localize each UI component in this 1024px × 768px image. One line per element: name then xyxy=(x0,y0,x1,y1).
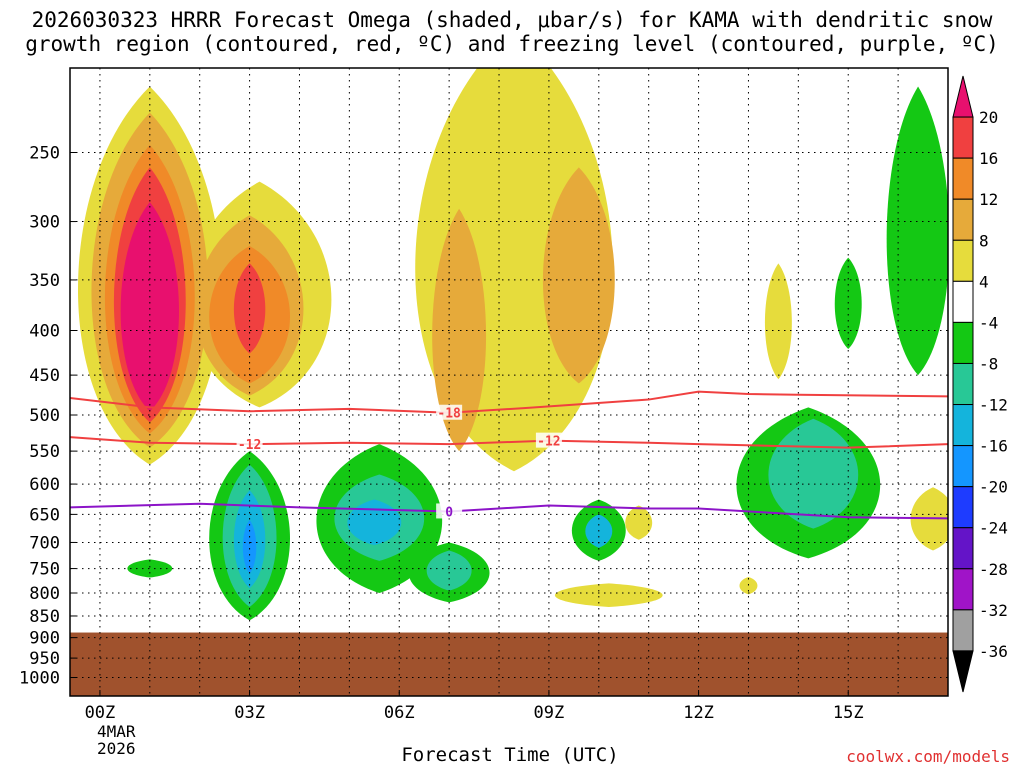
x-axis-label: Forecast Time (UTC) xyxy=(401,744,619,766)
contour-freezing-level xyxy=(70,502,948,520)
contour-dendritic-bottom xyxy=(70,436,948,449)
y-tick-label-750: 750 xyxy=(29,560,60,580)
x-tick-label-00Z: 00Z xyxy=(85,703,116,723)
omega-region-blue-a xyxy=(242,520,257,574)
colorbar-label--32: -32 xyxy=(979,601,1008,620)
credit-link[interactable]: coolwx.com/models xyxy=(846,747,1010,766)
omega-region-teal-c xyxy=(426,550,472,591)
omega-region-magenta-left xyxy=(120,202,180,412)
y-tick-label-400: 400 xyxy=(29,322,60,342)
colorbar-label--8: -8 xyxy=(979,354,998,373)
colorbar-label--24: -24 xyxy=(979,519,1008,538)
x-tick-label-06Z: 06Z xyxy=(384,703,415,723)
omega-region-lower-yellow-b xyxy=(625,505,653,540)
colorbar-box-10 xyxy=(952,486,974,529)
colorbar-box-1 xyxy=(952,116,974,159)
colorbar-label-20: 20 xyxy=(979,108,998,127)
colorbar-label--28: -28 xyxy=(979,560,1008,579)
date-year-label: 2026 xyxy=(97,739,136,758)
omega-region-lower-yellow-d xyxy=(739,577,758,595)
y-tick-label-650: 650 xyxy=(29,505,60,525)
colorbar-box-5 xyxy=(952,280,974,323)
omega-region-lower-yellow-a xyxy=(554,583,663,607)
x-tick-label-09Z: 09Z xyxy=(534,703,565,723)
colorbar-arrow-bottom xyxy=(952,650,974,693)
colorbar-label--20: -20 xyxy=(979,478,1008,497)
x-tick-label-12Z: 12Z xyxy=(683,703,714,723)
colorbar-label--36: -36 xyxy=(979,642,1008,661)
y-tick-label-1000: 1000 xyxy=(19,669,60,689)
contour-label-dendritic-bottom-1: -12 xyxy=(537,435,560,450)
colorbar-box-13 xyxy=(952,609,974,652)
colorbar-label--16: -16 xyxy=(979,437,1008,456)
omega-region-lower-yellow-c xyxy=(764,263,792,380)
omega-region-orange-right-2 xyxy=(542,167,615,384)
y-tick-label-550: 550 xyxy=(29,442,60,462)
contour-label-bg-freezing-level-0 xyxy=(436,503,463,519)
contour-label-dendritic-bottom-0: -12 xyxy=(238,438,261,453)
colorbar-box-11 xyxy=(952,527,974,570)
colorbar-label-4: 4 xyxy=(979,272,989,291)
contour-label-bg-dendritic-bottom-1 xyxy=(535,432,562,448)
colorbar-box-8 xyxy=(952,404,974,447)
y-tick-label-900: 900 xyxy=(29,629,60,649)
y-tick-label-700: 700 xyxy=(29,533,60,553)
chart-title-line1: 2026030323 HRRR Forecast Omega (shaded, … xyxy=(31,8,993,32)
y-tick-label-450: 450 xyxy=(29,366,60,386)
omega-region-cyan-b xyxy=(347,499,402,546)
contour-dendritic-top xyxy=(70,390,948,414)
date-day-label: 4MAR xyxy=(97,722,136,741)
x-tick-label-15Z: 15Z xyxy=(833,703,864,723)
y-tick-label-600: 600 xyxy=(29,475,60,495)
y-tick-label-800: 800 xyxy=(29,584,60,604)
colorbar-label--12: -12 xyxy=(979,396,1008,415)
colorbar-box-2 xyxy=(952,157,974,200)
y-tick-label-300: 300 xyxy=(29,213,60,233)
chart-title: 2026030323 HRRR Forecast Omega (shaded, … xyxy=(0,8,1024,56)
colorbar-box-7 xyxy=(952,362,974,406)
colorbar-label--4: -4 xyxy=(979,313,998,332)
contour-label-dendritic-top-0: -18 xyxy=(437,407,461,422)
y-tick-label-850: 850 xyxy=(29,607,60,627)
y-tick-label-350: 350 xyxy=(29,271,60,291)
colorbar-label-8: 8 xyxy=(979,231,989,250)
omega-region-green-f xyxy=(127,559,173,578)
plot-frame xyxy=(69,67,949,697)
colorbar-arrow-top xyxy=(952,75,974,118)
colorbar-box-3 xyxy=(952,198,974,241)
contour-label-bg-dendritic-top-0 xyxy=(436,404,463,420)
y-tick-label-950: 950 xyxy=(29,649,60,669)
y-tick-label-500: 500 xyxy=(29,406,60,426)
colorbar-box-9 xyxy=(952,445,974,488)
x-tick-label-03Z: 03Z xyxy=(234,703,265,723)
contour-label-bg-dendritic-bottom-0 xyxy=(236,436,263,452)
colorbar-box-4 xyxy=(952,239,974,282)
y-tick-label-250: 250 xyxy=(29,144,60,164)
omega-region-green-g xyxy=(886,86,948,376)
contour-label-freezing-level-0: 0 xyxy=(445,505,453,520)
colorbar-label-16: 16 xyxy=(979,149,998,168)
ground-fill xyxy=(70,632,948,696)
colorbar-box-12 xyxy=(952,568,974,611)
omega-region-orange-right xyxy=(432,208,487,452)
chart-title-line2: growth region (contoured, red, ºC) and f… xyxy=(25,32,999,56)
colorbar-box-6 xyxy=(952,321,974,364)
colorbar-label-12: 12 xyxy=(979,190,998,209)
